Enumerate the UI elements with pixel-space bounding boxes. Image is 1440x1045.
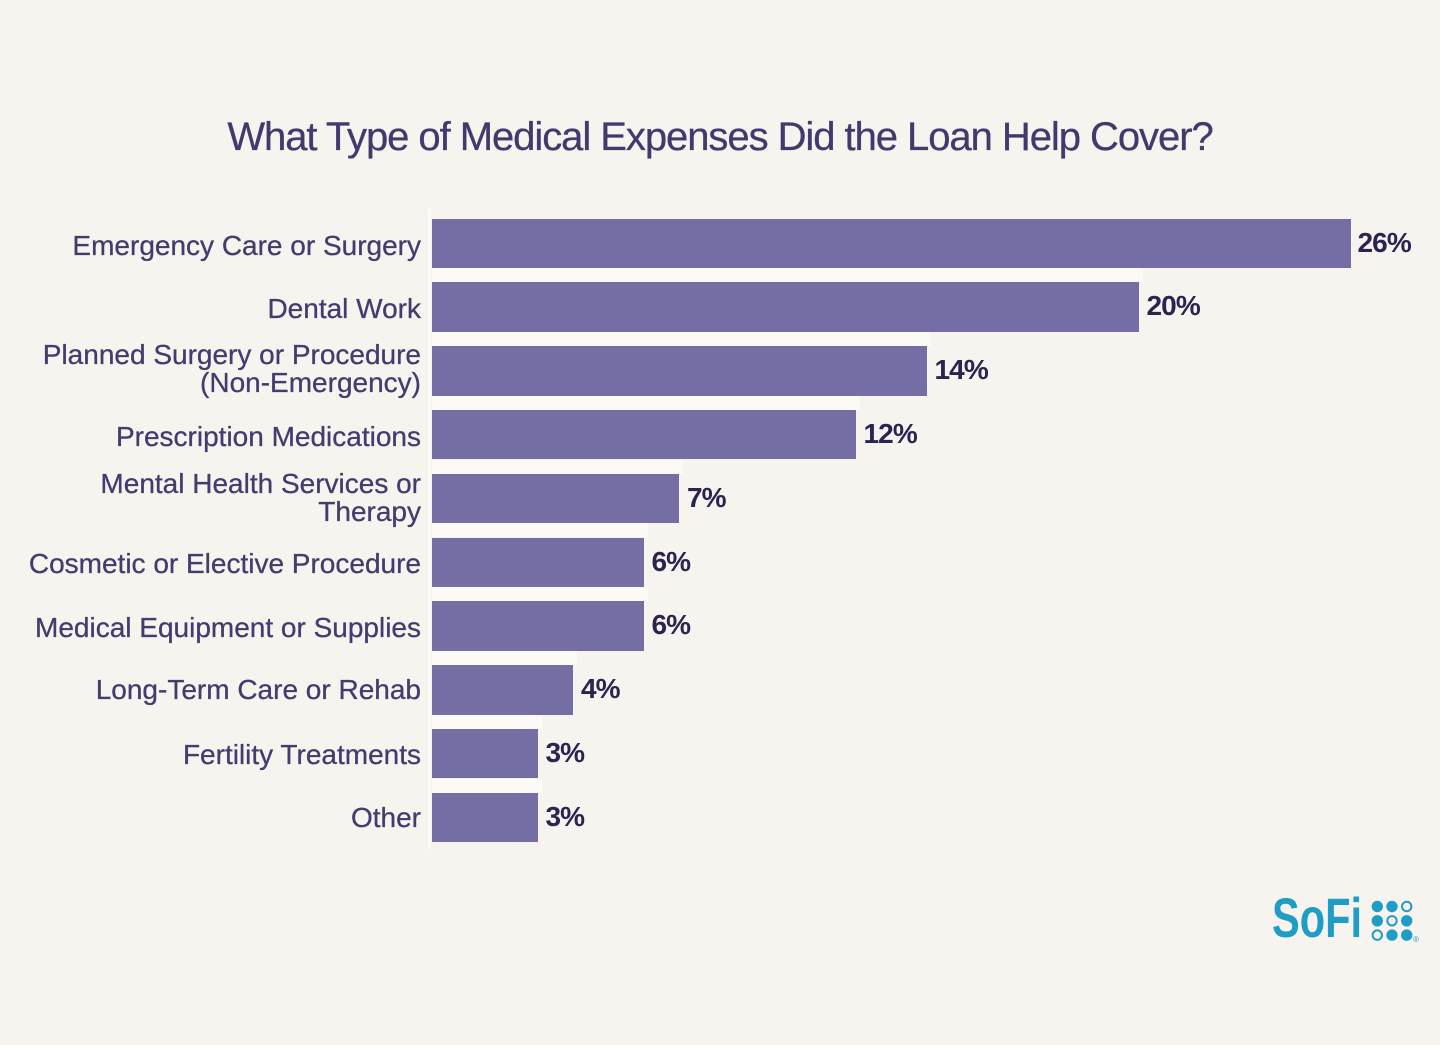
svg-text:®: ®: [1413, 935, 1419, 944]
svg-text:SoFi: SoFi: [1272, 886, 1362, 949]
